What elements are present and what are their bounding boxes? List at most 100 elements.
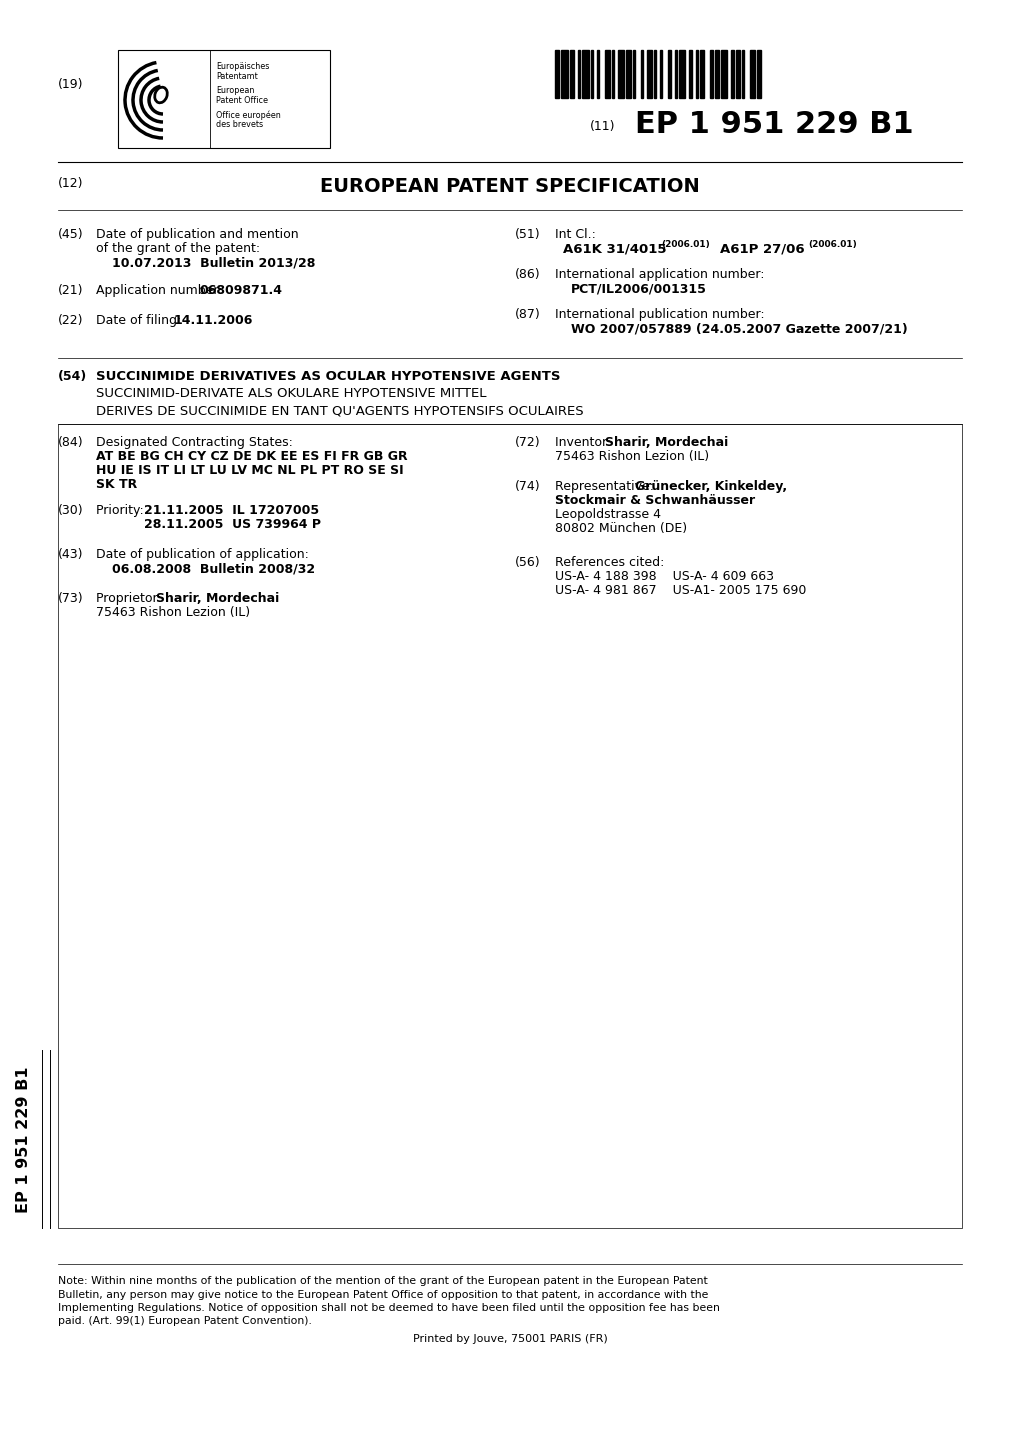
Bar	[626, 50, 630, 98]
Bar	[58, 424, 961, 1229]
Text: (19): (19)	[58, 78, 84, 91]
Text: EP 1 951 229 B1: EP 1 951 229 B1	[635, 110, 913, 138]
Text: EP 1 951 229 B1: EP 1 951 229 B1	[16, 1067, 32, 1213]
Bar	[699, 50, 703, 98]
Text: SUCCINIMIDE DERIVATIVES AS OCULAR HYPOTENSIVE AGENTS: SUCCINIMIDE DERIVATIVES AS OCULAR HYPOTE…	[96, 371, 560, 384]
Bar	[632, 50, 634, 98]
Bar	[118, 50, 330, 149]
Bar	[679, 50, 685, 98]
Text: Grünecker, Kinkeldey,: Grünecker, Kinkeldey,	[635, 480, 787, 493]
Text: Bulletin, any person may give notice to the European Patent Office of opposition: Bulletin, any person may give notice to …	[58, 1289, 707, 1299]
Text: EUROPEAN PATENT SPECIFICATION: EUROPEAN PATENT SPECIFICATION	[320, 177, 699, 196]
Text: US-A- 4 188 398    US-A- 4 609 663: US-A- 4 188 398 US-A- 4 609 663	[554, 570, 773, 583]
Text: Int Cl.:: Int Cl.:	[554, 228, 595, 241]
Text: (87): (87)	[515, 309, 540, 322]
Text: (21): (21)	[58, 284, 84, 297]
Text: of the grant of the patent:: of the grant of the patent:	[96, 242, 260, 255]
Text: Sharir, Mordechai: Sharir, Mordechai	[604, 435, 728, 448]
Bar	[741, 50, 743, 98]
Text: References cited:: References cited:	[554, 557, 663, 570]
Text: (72): (72)	[515, 435, 540, 448]
Text: (51): (51)	[515, 228, 540, 241]
Bar	[578, 50, 580, 98]
Text: Date of publication and mention: Date of publication and mention	[96, 228, 299, 241]
Bar	[570, 50, 574, 98]
Text: Europäisches: Europäisches	[216, 62, 269, 71]
Text: Office européen: Office européen	[216, 110, 280, 120]
Bar	[596, 50, 598, 98]
Text: Date of filing:: Date of filing:	[96, 314, 185, 327]
Bar	[611, 50, 613, 98]
Text: Date of publication of application:: Date of publication of application:	[96, 548, 309, 561]
Text: Application number:: Application number:	[96, 284, 226, 297]
Bar	[641, 50, 643, 98]
Text: (43): (43)	[58, 548, 84, 561]
Text: (2006.01): (2006.01)	[660, 239, 709, 249]
Bar	[750, 50, 754, 98]
Bar	[618, 50, 624, 98]
Bar	[756, 50, 760, 98]
Text: (86): (86)	[515, 268, 540, 281]
Text: Priority:: Priority:	[96, 505, 152, 518]
Text: (73): (73)	[58, 593, 84, 606]
Bar	[582, 50, 588, 98]
Text: HU IE IS IT LI LT LU LV MC NL PL PT RO SE SI: HU IE IS IT LI LT LU LV MC NL PL PT RO S…	[96, 464, 404, 477]
Bar	[709, 50, 712, 98]
Text: PCT/IL2006/001315: PCT/IL2006/001315	[571, 283, 706, 296]
Bar	[731, 50, 733, 98]
Text: A61P 27/06: A61P 27/06	[719, 242, 804, 255]
Text: SUCCINIMID-DERIVATE ALS OKULARE HYPOTENSIVE MITTEL: SUCCINIMID-DERIVATE ALS OKULARE HYPOTENS…	[96, 386, 486, 399]
Bar	[714, 50, 718, 98]
Bar	[647, 50, 651, 98]
Text: 06809871.4: 06809871.4	[199, 284, 281, 297]
Text: 21.11.2005  IL 17207005: 21.11.2005 IL 17207005	[144, 505, 319, 518]
Bar	[720, 50, 727, 98]
Text: Designated Contracting States:: Designated Contracting States:	[96, 435, 292, 448]
Text: Stockmair & Schwanhäusser: Stockmair & Schwanhäusser	[554, 495, 754, 508]
Text: (22): (22)	[58, 314, 84, 327]
Text: International application number:: International application number:	[554, 268, 764, 281]
Bar	[695, 50, 697, 98]
Text: 75463 Rishon Lezion (IL): 75463 Rishon Lezion (IL)	[554, 450, 708, 463]
Text: (30): (30)	[58, 505, 84, 518]
Bar	[689, 50, 691, 98]
Bar	[653, 50, 655, 98]
Text: US-A- 4 981 867    US-A1- 2005 175 690: US-A- 4 981 867 US-A1- 2005 175 690	[554, 584, 806, 597]
Text: A61K 31/4015: A61K 31/4015	[562, 242, 665, 255]
Text: 10.07.2013  Bulletin 2013/28: 10.07.2013 Bulletin 2013/28	[112, 257, 315, 270]
Bar	[659, 50, 661, 98]
Text: SK TR: SK TR	[96, 477, 138, 490]
Bar	[590, 50, 592, 98]
Text: Patent Office: Patent Office	[216, 97, 268, 105]
Text: Patentamt: Patentamt	[216, 72, 258, 81]
Text: Implementing Regulations. Notice of opposition shall not be deemed to have been : Implementing Regulations. Notice of oppo…	[58, 1304, 719, 1314]
Bar	[554, 50, 558, 98]
Text: (56): (56)	[515, 557, 540, 570]
Text: 80802 München (DE): 80802 München (DE)	[554, 522, 687, 535]
Bar	[605, 50, 609, 98]
Bar	[674, 50, 677, 98]
Text: AT BE BG CH CY CZ DE DK EE ES FI FR GB GR: AT BE BG CH CY CZ DE DK EE ES FI FR GB G…	[96, 450, 408, 463]
Text: (54): (54)	[58, 371, 88, 384]
Text: Representative:: Representative:	[554, 480, 657, 493]
Text: (2006.01): (2006.01)	[807, 239, 856, 249]
Text: European: European	[216, 87, 254, 95]
Text: 14.11.2006: 14.11.2006	[174, 314, 253, 327]
Text: Printed by Jouve, 75001 PARIS (FR): Printed by Jouve, 75001 PARIS (FR)	[413, 1334, 606, 1344]
Text: (84): (84)	[58, 435, 84, 448]
Text: (45): (45)	[58, 228, 84, 241]
Text: (74): (74)	[515, 480, 540, 493]
Text: paid. (Art. 99(1) European Patent Convention).: paid. (Art. 99(1) European Patent Conven…	[58, 1317, 312, 1327]
Text: 28.11.2005  US 739964 P: 28.11.2005 US 739964 P	[144, 518, 321, 531]
Text: 06.08.2008  Bulletin 2008/32: 06.08.2008 Bulletin 2008/32	[112, 562, 315, 575]
Bar	[667, 50, 669, 98]
Bar	[735, 50, 739, 98]
Text: Note: Within nine months of the publication of the mention of the grant of the E: Note: Within nine months of the publicat…	[58, 1276, 707, 1286]
Bar	[560, 50, 567, 98]
Text: International publication number:: International publication number:	[554, 309, 764, 322]
Text: DERIVES DE SUCCINIMIDE EN TANT QU'AGENTS HYPOTENSIFS OCULAIRES: DERIVES DE SUCCINIMIDE EN TANT QU'AGENTS…	[96, 404, 583, 417]
Text: Inventor:: Inventor:	[554, 435, 614, 448]
Text: Proprietor:: Proprietor:	[96, 593, 165, 606]
Ellipse shape	[155, 87, 167, 102]
Text: (12): (12)	[58, 177, 84, 190]
